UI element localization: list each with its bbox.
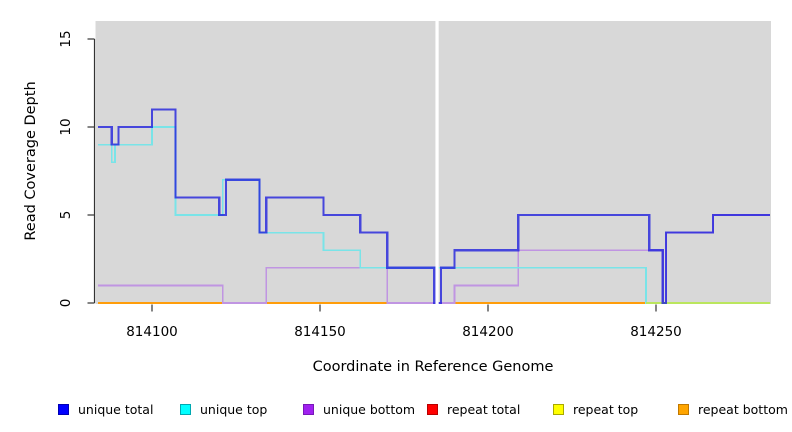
legend-label: unique total <box>78 401 154 417</box>
x-tick-label: 814150 <box>294 324 346 340</box>
y-tick-label: 0 <box>58 299 74 308</box>
legend-label: repeat bottom <box>698 401 788 417</box>
legend: unique total unique top unique bottom repea… <box>0 398 792 422</box>
legend-item-unique-top: unique top <box>180 398 267 420</box>
y-tick-label: 10 <box>58 118 74 135</box>
legend-swatch-unique-top <box>180 403 191 415</box>
legend-label: repeat total <box>447 401 521 417</box>
y-tick-label: 15 <box>58 30 74 47</box>
legend-item-repeat-total: repeat total <box>427 398 520 420</box>
legend-swatch-repeat-total <box>427 403 438 415</box>
legend-swatch-unique-total <box>58 403 69 415</box>
legend-item-repeat-bottom: repeat bottom <box>678 398 788 420</box>
x-tick-label: 814200 <box>462 324 514 340</box>
legend-item-unique-bottom: unique bottom <box>303 398 415 420</box>
x-tick-label: 814100 <box>126 324 178 340</box>
y-tick-label: 5 <box>58 211 74 220</box>
plot-background <box>95 21 771 304</box>
legend-label: unique top <box>200 401 268 417</box>
legend-item-unique-total: unique total <box>58 398 153 420</box>
legend-label: repeat top <box>573 401 639 417</box>
masked-region-band <box>435 21 439 304</box>
series-line-unique-total <box>98 108 771 305</box>
legend-item-repeat-top: repeat top <box>553 398 638 420</box>
legend-label: unique bottom <box>323 401 416 417</box>
legend-swatch-unique-bottom <box>303 403 314 415</box>
x-axis-title: Coordinate in Reference Genome <box>312 359 554 375</box>
legend-swatch-repeat-bottom <box>678 403 689 415</box>
series-line-unique-top <box>98 126 771 304</box>
x-tick-label: 814250 <box>630 324 682 340</box>
y-axis-title: Read Coverage Depth <box>23 81 39 241</box>
legend-swatch-repeat-top <box>553 403 564 415</box>
